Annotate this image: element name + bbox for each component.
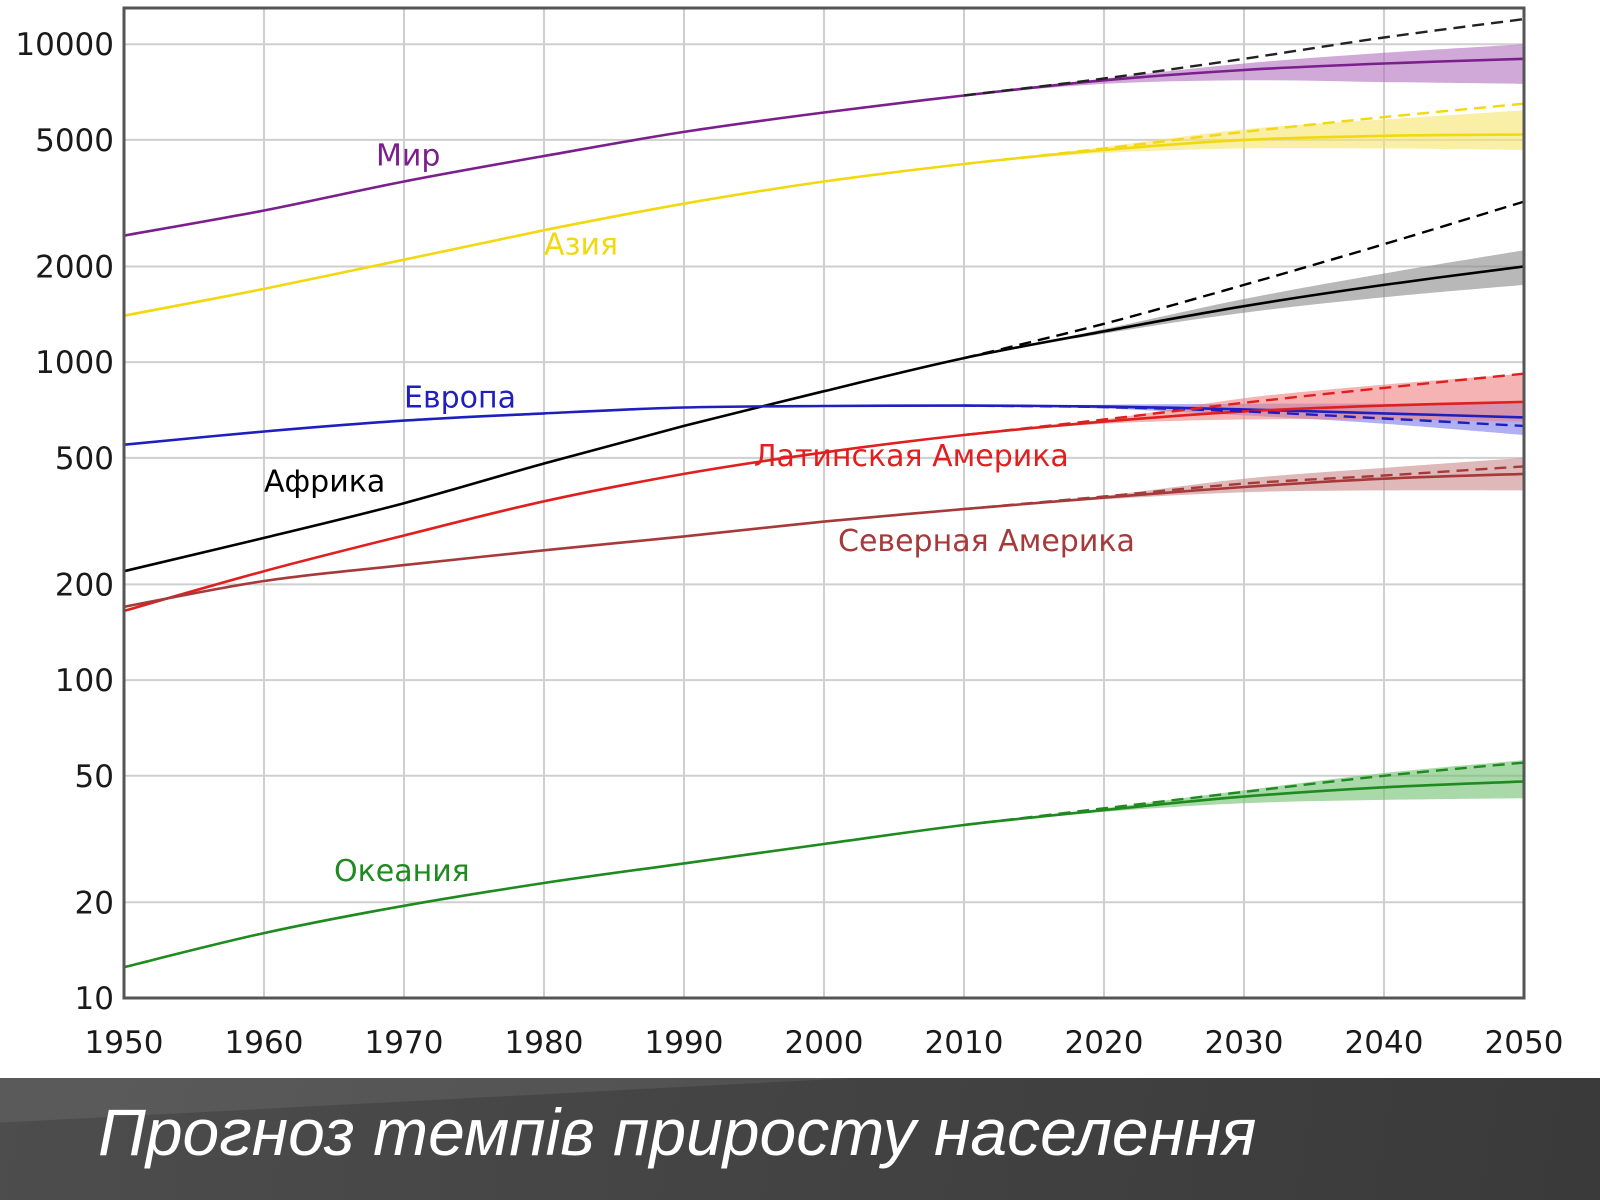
y-tick-label: 200 bbox=[55, 567, 114, 603]
label-мир: Мир bbox=[376, 139, 440, 174]
x-tick-label: 2030 bbox=[1205, 1025, 1284, 1061]
label-азия: Азия bbox=[544, 227, 618, 262]
y-tick-label: 5000 bbox=[35, 123, 114, 159]
x-tick-label: 2010 bbox=[925, 1025, 1004, 1061]
x-tick-label: 1990 bbox=[645, 1025, 724, 1061]
label-океания: Океания bbox=[334, 854, 470, 889]
label-африка: Африка bbox=[264, 464, 385, 499]
plot-frame bbox=[122, 6, 1526, 1000]
line-северная-америка bbox=[123, 472, 1525, 609]
line-океания bbox=[123, 780, 1525, 969]
series-labels: Мир Азия Африка Европа Латинская Америка Севе… bbox=[264, 139, 1135, 889]
label-европа: Европа bbox=[404, 380, 516, 415]
series-lines bbox=[123, 57, 1525, 969]
caption-bar: Прогноз темпів приросту населення bbox=[0, 1078, 1600, 1200]
y-tick-label: 1000 bbox=[35, 345, 114, 381]
x-tick-label: 2000 bbox=[785, 1025, 864, 1061]
projection-dashed-lines bbox=[963, 17, 1525, 827]
y-tick-label: 20 bbox=[75, 885, 114, 921]
x-tick-label: 2050 bbox=[1485, 1025, 1564, 1061]
y-tick-label: 10000 bbox=[15, 27, 114, 63]
x-tick-label: 2020 bbox=[1065, 1025, 1144, 1061]
slide-title: Прогноз темпів приросту населення bbox=[98, 1095, 1257, 1169]
line-мир bbox=[123, 57, 1525, 237]
x-axis-tick-labels: 1950 1960 1970 1980 1990 2000 2010 2020 2030 2040… bbox=[85, 1025, 1564, 1061]
y-axis-tick-labels: 10 20 50 100 200 500 1000 2000 5000 10000 bbox=[15, 27, 114, 1017]
x-tick-label: 1980 bbox=[505, 1025, 584, 1061]
line-азия bbox=[123, 133, 1525, 317]
y-tick-label: 2000 bbox=[35, 249, 114, 285]
label-северная-америка: Северная Америка bbox=[838, 524, 1135, 559]
y-tick-label: 50 bbox=[75, 759, 114, 795]
label-латинская-америка: Латинская Америка bbox=[754, 439, 1069, 474]
y-tick-label: 100 bbox=[55, 663, 114, 699]
dashed-африка bbox=[963, 200, 1525, 360]
x-tick-label: 1960 bbox=[225, 1025, 304, 1061]
dashed-европа bbox=[963, 404, 1525, 428]
x-tick-label: 1950 bbox=[85, 1025, 164, 1061]
line-африка bbox=[123, 265, 1525, 573]
line-латинская-америка bbox=[123, 400, 1525, 613]
x-tick-label: 2040 bbox=[1345, 1025, 1424, 1061]
y-tick-label: 500 bbox=[55, 441, 114, 477]
x-tick-label: 1970 bbox=[365, 1025, 444, 1061]
axes-frame bbox=[122, 6, 1526, 1000]
y-tick-label: 10 bbox=[75, 981, 114, 1017]
